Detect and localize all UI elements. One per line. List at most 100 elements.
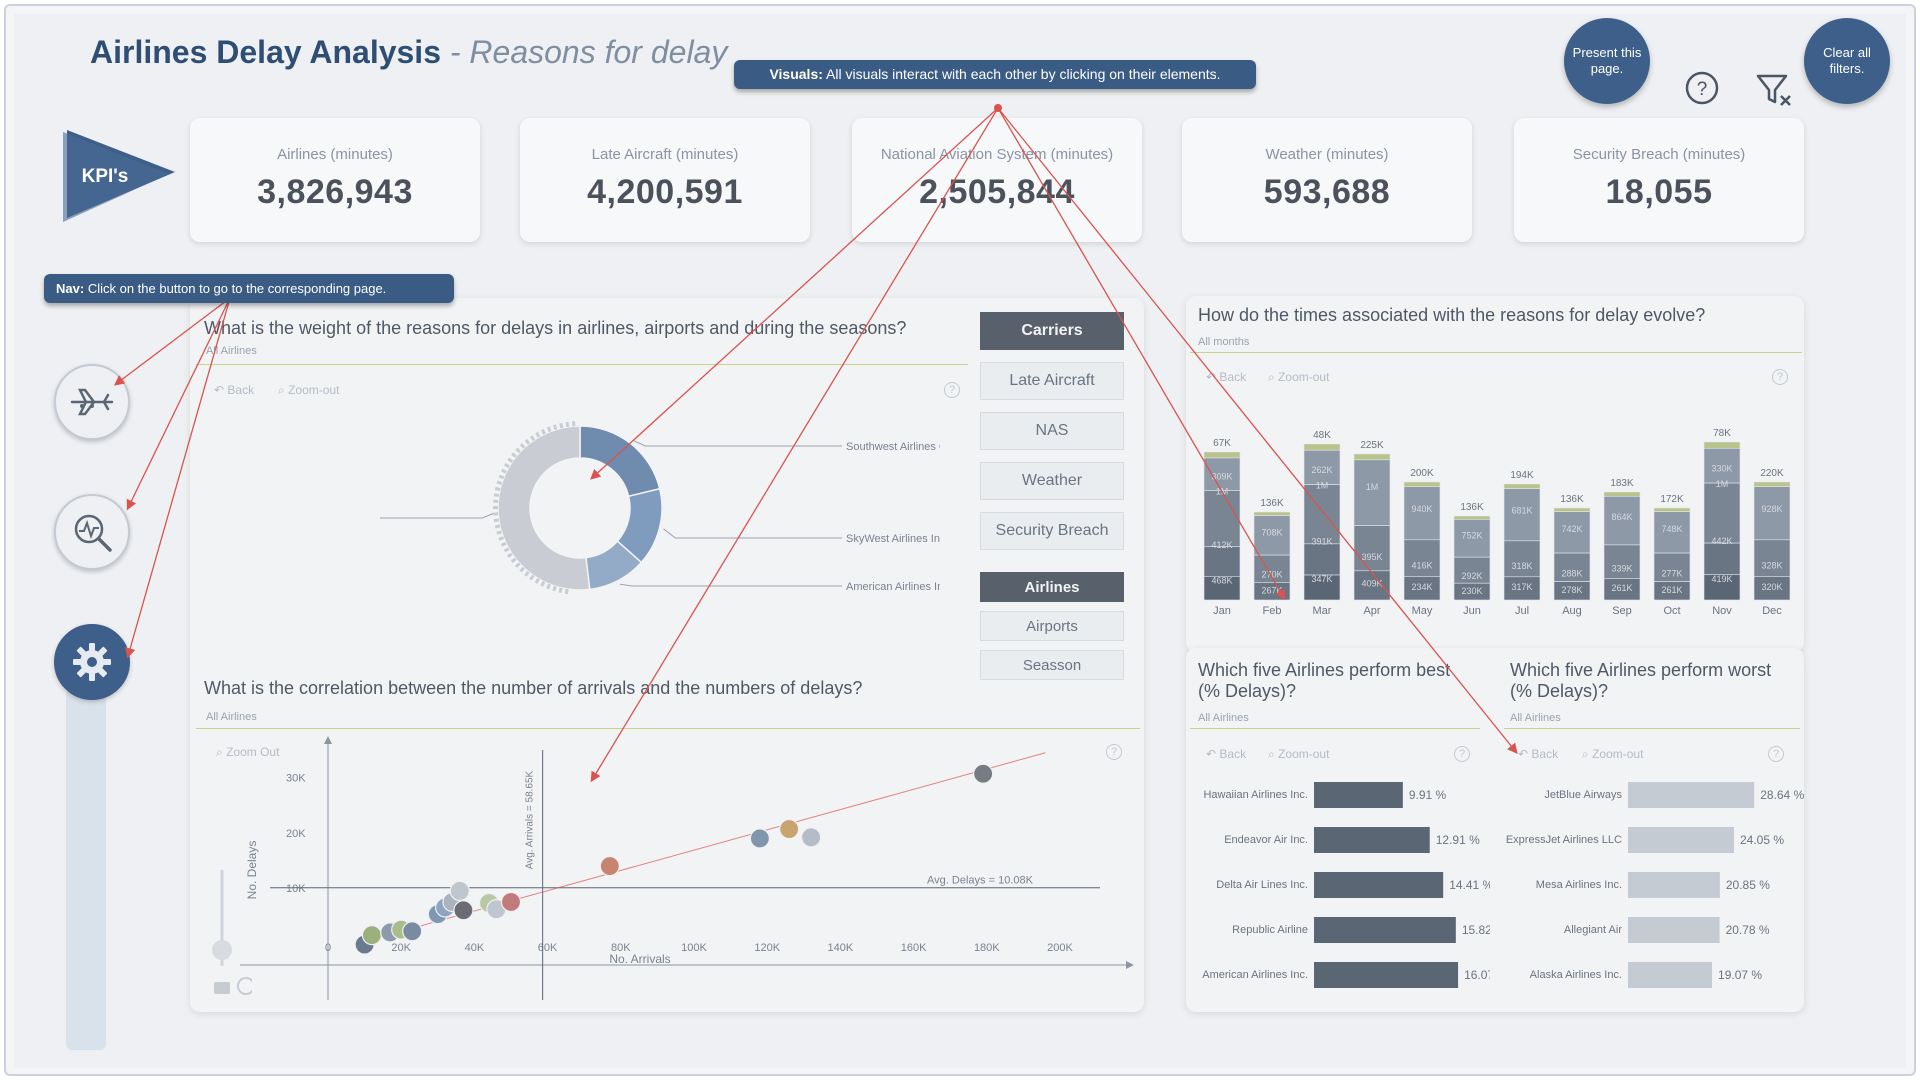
donut-texture [534, 577, 540, 584]
monthly-seg-label: 267K [1261, 585, 1282, 595]
kpi-value: 593,688 [1263, 173, 1391, 211]
scatter-zoom-button[interactable]: ⌕ Zoom Out [216, 745, 280, 759]
scatter-play-axis[interactable] [212, 866, 252, 1006]
worst-question: Which five Airlines perform worst (% Dela… [1510, 660, 1771, 702]
best-help-icon[interactable]: ? [1454, 746, 1470, 762]
nav-analysis-button[interactable] [54, 494, 130, 570]
monthly-bar-segment [1753, 481, 1791, 488]
airline-bar [1628, 782, 1755, 808]
slicer-carriers[interactable]: Carriers [980, 312, 1124, 350]
scatter-point [599, 855, 620, 877]
kpi-card-late-aircraft[interactable]: Late Aircraft (minutes) 4,200,591 [520, 118, 810, 242]
monthly-seg-label: 347K [1311, 574, 1332, 584]
scatter-chart[interactable]: 0 20K 40K 60K 80K 100K 120K 140K 160K 180K 200K 10K… [240, 730, 1140, 1010]
airline-value: 24.05 % [1740, 833, 1784, 847]
clear-filters-button[interactable]: Clear all filters. [1804, 18, 1890, 104]
donut-label: SkyWest Airlines Inc. 15.32% [846, 533, 940, 545]
donut-texture [565, 421, 570, 428]
chart-search-icon [74, 514, 112, 552]
scatter-x-tick: 20K [391, 942, 411, 954]
kpi-value: 4,200,591 [587, 173, 743, 211]
donut-zoom-button[interactable]: ⌕ Zoom-out [278, 383, 340, 397]
best-zoom-button[interactable]: ⌕ Zoom-out [1268, 747, 1330, 761]
airline-label: Hawaiian Airlines Inc. [1203, 789, 1308, 801]
visuals-tip: Visuals: All visuals interact with each … [734, 60, 1256, 89]
monthly-bar-segment [1203, 490, 1241, 548]
donut-back-button[interactable]: ↶ Back [214, 383, 255, 397]
monthly-x-tick: Sep [1612, 605, 1632, 617]
donut-question: What is the weight of the reasons for de… [204, 318, 907, 338]
donut-help-icon[interactable]: ? [944, 382, 960, 398]
kpi-label: Security Breach (minutes) [1572, 146, 1746, 163]
worst-back-button[interactable]: ↶ Back [1518, 747, 1559, 761]
monthly-rule [1190, 352, 1802, 353]
donut-texture [496, 480, 503, 486]
worst-help-icon[interactable]: ? [1768, 746, 1784, 762]
help-icon[interactable]: ? [1684, 70, 1720, 106]
kpi-card-weather[interactable]: Weather (minutes) 593,688 [1182, 118, 1472, 242]
monthly-bar-segment [1303, 484, 1341, 545]
monthly-top-label: 225K [1360, 440, 1384, 451]
nav-settings-button[interactable] [54, 624, 130, 700]
monthly-seg-label: 230K [1461, 586, 1482, 596]
scatter-x-tick: 160K [901, 942, 927, 954]
monthly-bar-segment [1603, 491, 1641, 497]
monthly-bar-segment [1653, 581, 1691, 601]
monthly-seg-label: 309K [1211, 472, 1232, 482]
donut-texture [540, 580, 546, 587]
kpi-card-nas[interactable]: National Aviation System (minutes) 2,505,… [852, 118, 1142, 242]
donut-texture [511, 452, 517, 458]
monthly-seg-label: 409K [1361, 578, 1382, 588]
nav-airplane-button[interactable] [54, 364, 130, 440]
monthly-top-label: 136K [1460, 502, 1484, 513]
best-back-button[interactable]: ↶ Back [1206, 747, 1247, 761]
airline-value: 15.82 % [1462, 923, 1490, 937]
slicer-weather[interactable]: Weather [980, 462, 1124, 500]
best-rule [1190, 728, 1480, 729]
monthly-zoom-button[interactable]: ⌕ Zoom-out [1268, 370, 1330, 384]
slicer-season[interactable]: Seasson [980, 650, 1124, 680]
scatter-x-arrow [1126, 961, 1134, 969]
monthly-seg-label: 928K [1761, 504, 1782, 514]
scatter-x-tick: 0 [325, 942, 331, 954]
monthly-bar-chart[interactable]: 67K 309K 1M 412K 468K Jan 136K 708K 270K 267K Feb 4… [1196, 392, 1800, 622]
donut-texture [515, 447, 522, 454]
slicer-airlines[interactable]: Airlines [980, 572, 1124, 602]
airline-label: American Airlines Inc. [1202, 969, 1308, 981]
donut-slice [497, 425, 591, 591]
back-label: Back [1531, 747, 1559, 761]
airline-label: Delta Air Lines Inc. [1216, 879, 1308, 891]
monthly-bar-segment [1253, 511, 1291, 516]
monthly-top-label: 136K [1560, 494, 1584, 505]
worst-zoom-button[interactable]: ⌕ Zoom-out [1582, 747, 1644, 761]
zoom-label: Zoom-out [1278, 747, 1330, 761]
page-title: Airlines Delay Analysis - Reasons for de… [90, 34, 727, 71]
monthly-seg-label: 864K [1611, 512, 1632, 522]
donut-chart[interactable]: Southwest Airlines Co. 21.23% SkyWest Air… [380, 408, 940, 608]
slicer-nas[interactable]: NAS [980, 412, 1124, 450]
kpi-card-security[interactable]: Security Breach (minutes) 18,055 [1514, 118, 1804, 242]
back-label: Back [1219, 747, 1247, 761]
kpi-flag: KPI's [63, 130, 175, 222]
best-airlines-chart[interactable]: Hawaiian Airlines Inc. 9.91 % Endeavor Air… [1190, 770, 1490, 990]
monthly-subtitle: All months [1198, 336, 1250, 348]
monthly-x-tick: Mar [1313, 605, 1332, 617]
airline-label: JetBlue Airways [1544, 789, 1622, 801]
slicer-late-aircraft[interactable]: Late Aircraft [980, 362, 1124, 400]
airline-label: Allegiant Air [1564, 924, 1622, 936]
filter-clear-icon[interactable] [1754, 70, 1791, 106]
monthly-back-button[interactable]: ↶ Back [1206, 370, 1247, 384]
donut-slice [579, 425, 661, 498]
slicer-airports[interactable]: Airports [980, 611, 1124, 641]
kpi-card-airlines[interactable]: Airlines (minutes) 3,826,943 [190, 118, 480, 242]
donut-leader [632, 439, 842, 447]
slicer-security-breach[interactable]: Security Breach [980, 512, 1124, 550]
monthly-x-tick: Jul [1515, 605, 1529, 617]
worst-airlines-chart[interactable]: JetBlue Airways 28.64 % ExpressJet Airline… [1504, 770, 1804, 990]
present-page-button[interactable]: Present this page. [1564, 18, 1650, 104]
monthly-bar-segment [1703, 574, 1741, 601]
monthly-x-tick: Dec [1762, 605, 1782, 617]
donut-texture [546, 583, 551, 590]
monthly-seg-label: 442K [1711, 536, 1732, 546]
monthly-help-icon[interactable]: ? [1772, 369, 1788, 385]
